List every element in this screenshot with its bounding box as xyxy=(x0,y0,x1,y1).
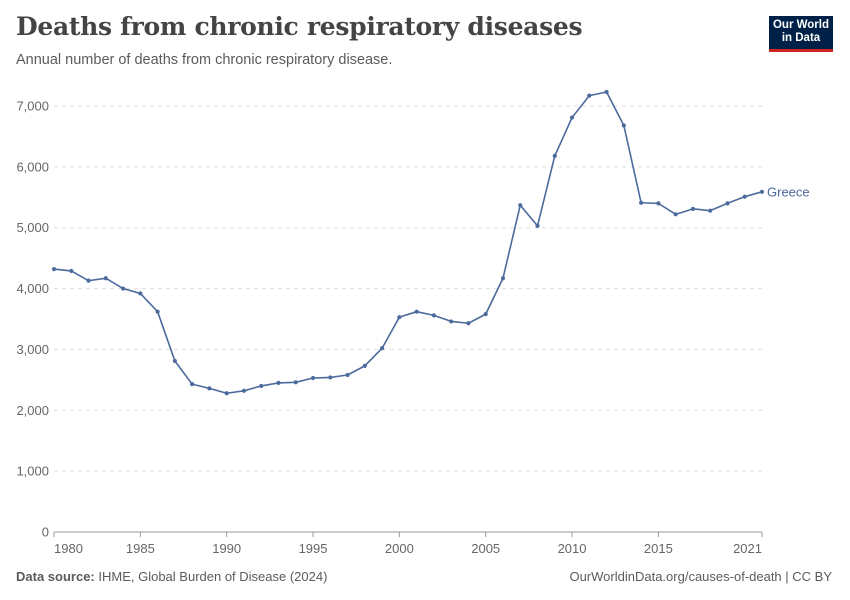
x-tick-label: 1990 xyxy=(212,541,241,556)
data-point xyxy=(51,266,57,272)
data-point xyxy=(86,278,91,283)
data-point xyxy=(569,115,575,120)
data-point xyxy=(621,123,626,128)
data-point xyxy=(69,268,74,274)
y-tick-label: 3,000 xyxy=(16,342,49,357)
owid-logo[interactable]: Our World in Data xyxy=(769,16,833,52)
data-point xyxy=(656,201,661,206)
data-point xyxy=(725,201,730,206)
data-point xyxy=(604,89,609,95)
data-point xyxy=(276,380,281,385)
data-point xyxy=(397,315,402,320)
data-point xyxy=(466,321,471,326)
data-point xyxy=(362,363,367,368)
data-source-text[interactable]: IHME, Global Burden of Disease (2024) xyxy=(98,569,328,584)
data-point xyxy=(207,386,212,391)
data-point xyxy=(500,276,506,281)
x-tick-label: 1985 xyxy=(126,541,155,556)
data-point xyxy=(449,319,454,324)
y-tick-label: 6,000 xyxy=(16,159,49,174)
data-point xyxy=(518,203,523,208)
data-point xyxy=(138,291,143,296)
chart-subtitle: Annual number of deaths from chronic res… xyxy=(16,52,393,68)
y-axis: 0 1,000 2,000 3,000 4,000 5,000 6,000 7,000 xyxy=(16,99,49,540)
y-tick-label: 0 xyxy=(42,525,49,540)
x-tick-label: 2005 xyxy=(471,541,500,556)
data-point xyxy=(328,375,333,380)
logo-line-1: Our World xyxy=(772,19,829,31)
data-point xyxy=(414,309,419,314)
data-point xyxy=(759,189,765,194)
series-layer: Greece xyxy=(51,89,810,396)
logo-line-2: in Data xyxy=(781,32,821,44)
data-point xyxy=(120,286,126,291)
data-point xyxy=(103,276,108,281)
data-point xyxy=(483,312,488,317)
source-url[interactable]: OurWorldinData.org/causes-of-death | CC … xyxy=(569,569,832,584)
data-point xyxy=(190,382,195,387)
data-point xyxy=(708,208,713,213)
chart-title: Deaths from chronic respiratory diseases xyxy=(16,12,583,41)
y-tick-label: 4,000 xyxy=(16,281,49,296)
x-tick-label: 1980 xyxy=(54,541,83,556)
data-point xyxy=(639,200,644,205)
data-point xyxy=(345,372,350,378)
x-tick-label: 2021 xyxy=(733,541,762,556)
x-axis: 1980 1985 1990 1995 2000 2005 2010 2015 2021 xyxy=(53,531,763,556)
data-point xyxy=(587,93,592,98)
series-line-greece xyxy=(53,91,763,395)
data-point xyxy=(293,380,298,385)
data-source: Data source: IHME, Global Burden of Dise… xyxy=(16,569,327,584)
y-tick-label: 2,000 xyxy=(16,403,49,418)
data-point xyxy=(379,346,385,351)
data-point xyxy=(552,153,557,159)
y-tick-label: 7,000 xyxy=(16,99,49,114)
x-tick-label: 1995 xyxy=(299,541,328,556)
data-point xyxy=(742,194,747,199)
data-source-label: Data source: xyxy=(16,569,95,584)
data-point xyxy=(172,358,177,364)
x-tick-label: 2010 xyxy=(558,541,587,556)
y-tick-label: 1,000 xyxy=(16,464,49,479)
gridlines xyxy=(54,105,762,472)
data-point xyxy=(155,309,160,314)
data-point xyxy=(673,212,678,217)
data-point xyxy=(310,375,316,381)
data-point xyxy=(431,313,437,318)
line-chart: 0 1,000 2,000 3,000 4,000 5,000 6,000 7,000 198… xyxy=(16,89,810,556)
data-point xyxy=(259,383,264,389)
data-point xyxy=(241,388,247,393)
data-point xyxy=(535,223,540,228)
x-tick-label: 2015 xyxy=(644,541,673,556)
x-tick-label: 2000 xyxy=(385,541,414,556)
data-point xyxy=(224,391,229,396)
series-label-greece: Greece xyxy=(767,184,810,199)
y-tick-label: 5,000 xyxy=(16,220,49,235)
data-point xyxy=(690,206,696,211)
